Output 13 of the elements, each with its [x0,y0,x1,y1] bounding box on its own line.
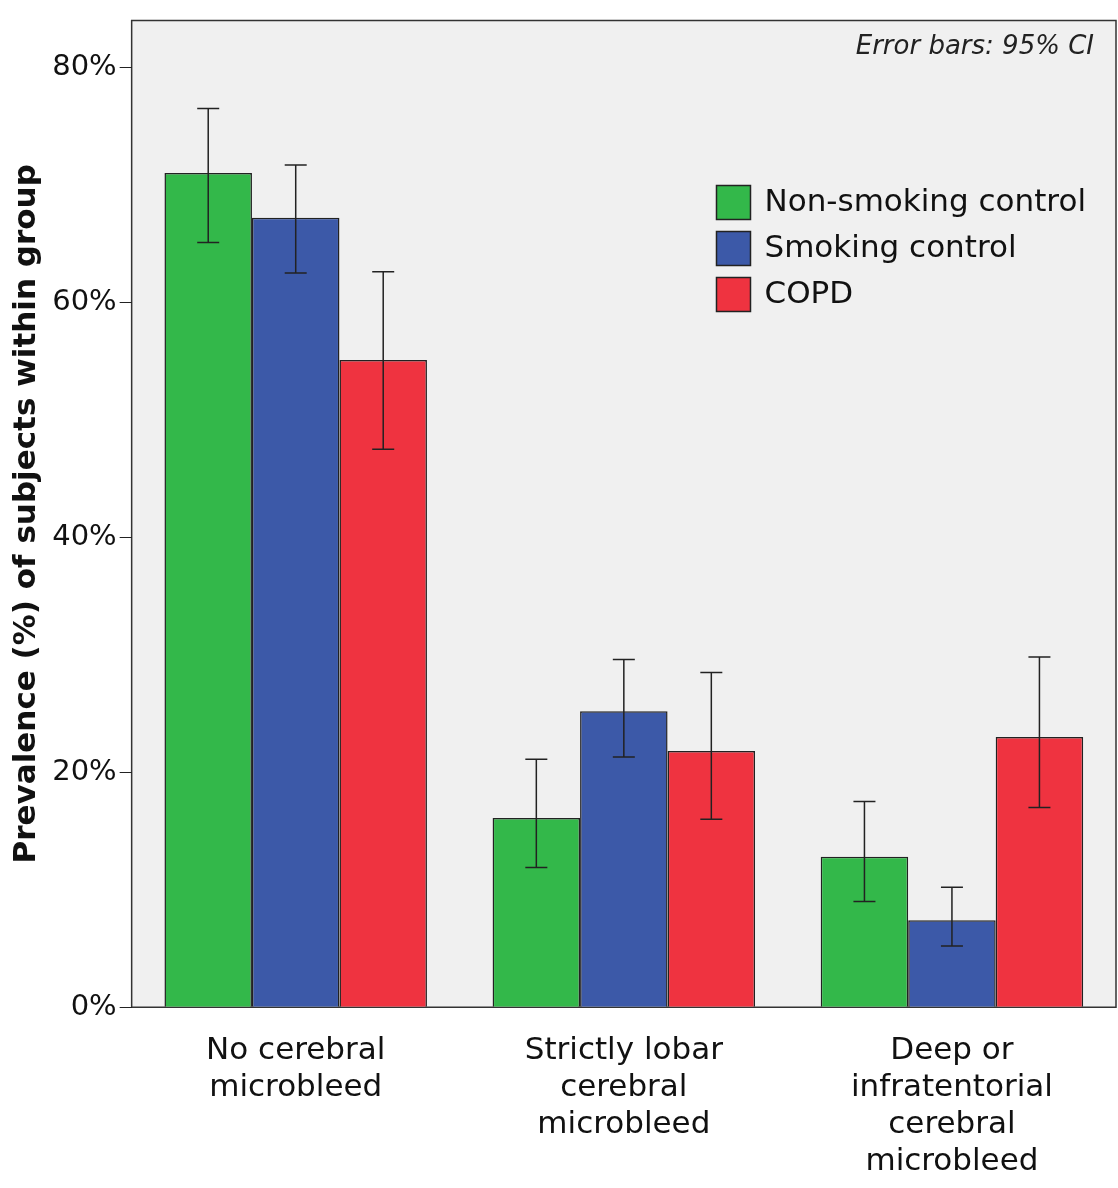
y-tick-label: 60% [52,282,117,317]
x-tick-label: Deep or infratentorial cerebral microbleed [851,1029,1053,1178]
y-axis-title: Prevalence (%) of subjects within group [5,164,42,864]
y-tick-label: 40% [52,517,117,552]
y-tick-label: 0% [70,987,117,1022]
y-tick-label: 20% [52,752,117,787]
legend-label: Smoking control [764,228,1017,265]
legend-label: COPD [764,274,854,311]
legend-label: Non-smoking control [764,182,1087,219]
annotation: Error bars: 95% CI [855,30,1094,61]
x-tick-label: Strictly lobar cerebral microbleed [524,1029,724,1141]
x-tick-label: No cerebral microbleed [206,1029,386,1104]
y-tick-label: 80% [52,47,117,82]
